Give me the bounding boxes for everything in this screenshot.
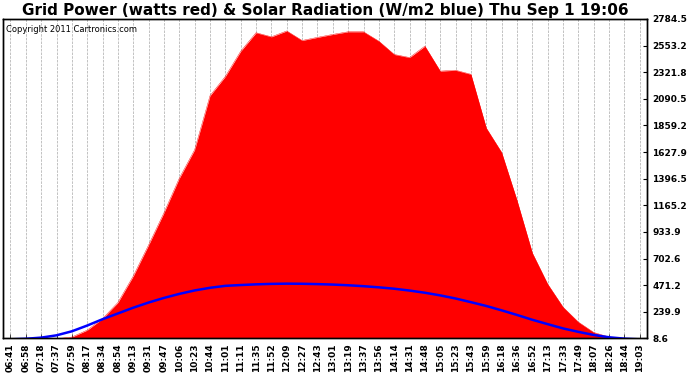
Title: Grid Power (watts red) & Solar Radiation (W/m2 blue) Thu Sep 1 19:06: Grid Power (watts red) & Solar Radiation… (22, 3, 629, 18)
Text: Copyright 2011 Cartronics.com: Copyright 2011 Cartronics.com (6, 26, 137, 34)
